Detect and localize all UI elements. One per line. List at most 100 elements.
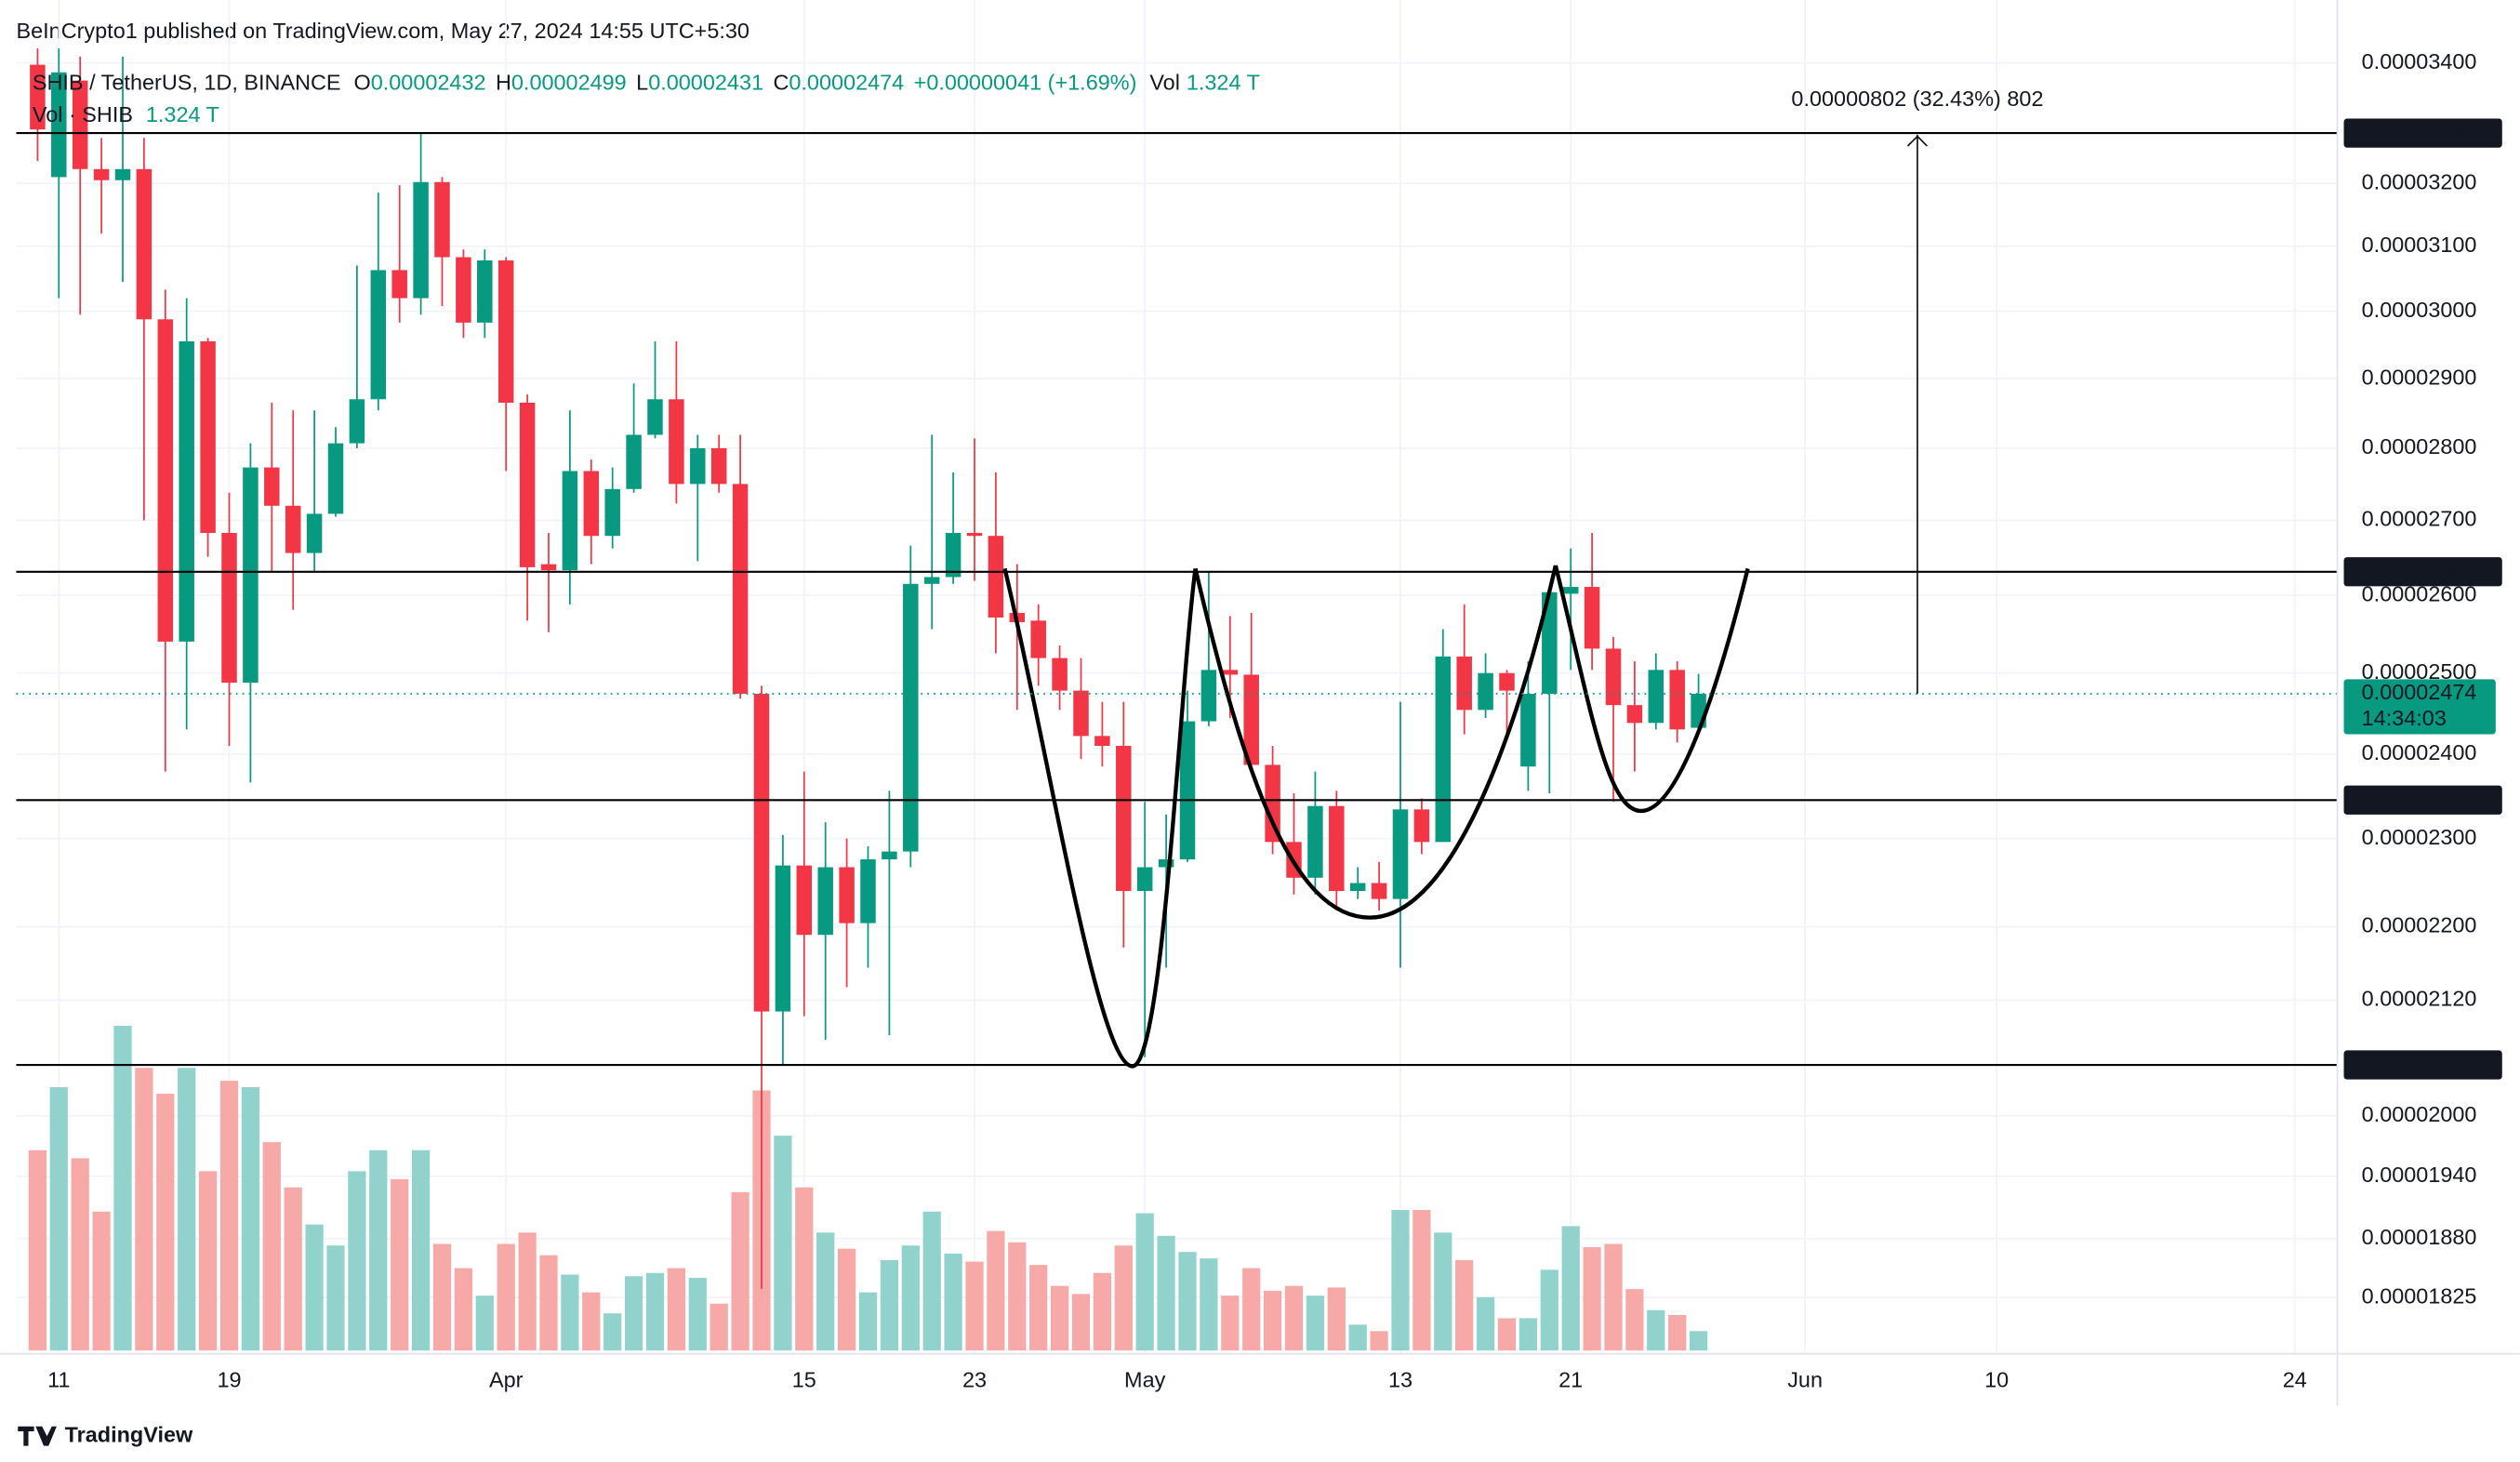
volume-bar <box>432 1243 452 1351</box>
x-tick-label: 24 <box>2283 1367 2307 1391</box>
volume-bar <box>731 1191 749 1351</box>
grid <box>16 0 2338 1354</box>
volume-bar <box>1071 1294 1091 1351</box>
vol-series: Vol · SHIB <box>33 102 133 126</box>
candle-body <box>817 867 833 936</box>
volume-bar <box>1114 1245 1133 1351</box>
logo-mark <box>18 1426 57 1446</box>
candle-body <box>562 471 578 571</box>
candle-body <box>1136 867 1153 892</box>
candle-body <box>710 447 727 485</box>
volume-bar <box>1370 1331 1388 1351</box>
open-label: O <box>353 71 370 95</box>
published-by: BeInCrypto1 published on TradingView.com… <box>16 19 749 43</box>
candle-body <box>1562 587 1579 594</box>
candle-body <box>1052 658 1068 691</box>
candle-body <box>690 447 706 485</box>
low-label: L <box>636 71 648 95</box>
close-value: 0.00002474 <box>789 71 904 95</box>
volume-bar <box>1540 1269 1558 1351</box>
volume-bar <box>348 1171 366 1351</box>
candle-body <box>966 533 983 537</box>
candle-body <box>1243 674 1259 765</box>
countdown: 14:34:03 <box>2362 706 2447 730</box>
level-label: 0.00002052 <box>2366 1052 2481 1076</box>
candle-body <box>945 533 962 578</box>
candle-body <box>604 488 620 537</box>
volume-bar <box>1497 1318 1517 1351</box>
candle-body <box>349 399 365 444</box>
candle-body <box>391 270 407 299</box>
candle-body <box>1116 745 1132 892</box>
volume-bar <box>284 1187 302 1351</box>
x-tick-label: May <box>1124 1367 1166 1391</box>
volume-bar <box>582 1292 601 1351</box>
candle-body <box>1435 656 1452 843</box>
volume-bar <box>1008 1242 1027 1351</box>
candle-body <box>753 694 770 1012</box>
volume-bar <box>71 1158 89 1351</box>
volume-bar <box>987 1230 1005 1351</box>
candle-body <box>413 181 429 299</box>
volume-bar <box>1519 1318 1538 1351</box>
x-tick-label: Jun <box>1787 1367 1823 1391</box>
volume-bar <box>1284 1285 1304 1351</box>
volume-bar <box>922 1211 941 1351</box>
candle-body <box>370 270 387 400</box>
volume-bar <box>1093 1272 1112 1351</box>
volume-bar <box>1583 1246 1601 1351</box>
volume-bar <box>391 1179 409 1351</box>
candle-body <box>882 851 897 860</box>
volume-bar <box>561 1274 579 1351</box>
candle-body <box>306 513 323 553</box>
handle-curve <box>1553 565 1750 814</box>
candle-body <box>1520 694 1536 767</box>
volume-bar <box>1413 1210 1431 1351</box>
candle-body <box>434 181 450 258</box>
candle-body <box>1648 670 1665 724</box>
level-label: 0.00002345 <box>2366 787 2481 811</box>
volume-bar <box>1306 1296 1325 1351</box>
candle-body <box>1158 859 1174 868</box>
candle-body <box>264 467 280 506</box>
candle-body <box>1200 670 1217 722</box>
volume-bar <box>1050 1285 1069 1351</box>
volume-bar <box>1604 1243 1623 1351</box>
volume-bar <box>816 1232 835 1351</box>
candle-body <box>1030 620 1046 658</box>
volume-bar <box>624 1276 643 1351</box>
volume-bar <box>28 1150 47 1351</box>
y-tick-label: 0.00003200 <box>2362 169 2477 193</box>
volume-bar <box>113 1026 132 1351</box>
y-tick-label: 0.00002900 <box>2362 365 2477 389</box>
candle-body <box>1413 809 1430 843</box>
candle-body <box>1605 648 1622 706</box>
volume-bar <box>49 1087 68 1351</box>
y-tick-label: 0.00003100 <box>2362 233 2477 257</box>
axes: 11 19 Apr 15 23 May 13 21 Jun 10 24 0.00003400 0.000… <box>47 49 2502 1391</box>
volume-bar <box>1647 1309 1665 1351</box>
volume-bar <box>198 1171 218 1351</box>
measure-arrowhead <box>1906 135 1929 147</box>
candle-body <box>583 471 600 537</box>
volume-bar <box>901 1245 920 1351</box>
vol-label: Vol <box>1149 71 1180 95</box>
candle-body <box>1542 591 1558 695</box>
level-label-box <box>2343 1050 2502 1080</box>
volume-pane <box>28 1026 1708 1351</box>
candle-body <box>1329 805 1345 892</box>
volume-bar <box>1455 1259 1474 1351</box>
volume-bar <box>603 1313 622 1351</box>
volume-bar <box>1178 1252 1197 1351</box>
x-tick-label: 15 <box>792 1367 816 1391</box>
volume-bar <box>965 1261 984 1351</box>
y-tick-label: 0.00002700 <box>2362 507 2477 531</box>
level-label-box <box>2343 118 2502 148</box>
vol-value: 1.324 T <box>1187 71 1260 95</box>
volume-bar <box>369 1150 388 1351</box>
candle-body <box>839 867 855 924</box>
volume-bar <box>1029 1265 1048 1351</box>
x-tick-label: 23 <box>962 1367 987 1391</box>
volume-bar <box>1476 1296 1495 1351</box>
candle-body <box>30 64 46 130</box>
